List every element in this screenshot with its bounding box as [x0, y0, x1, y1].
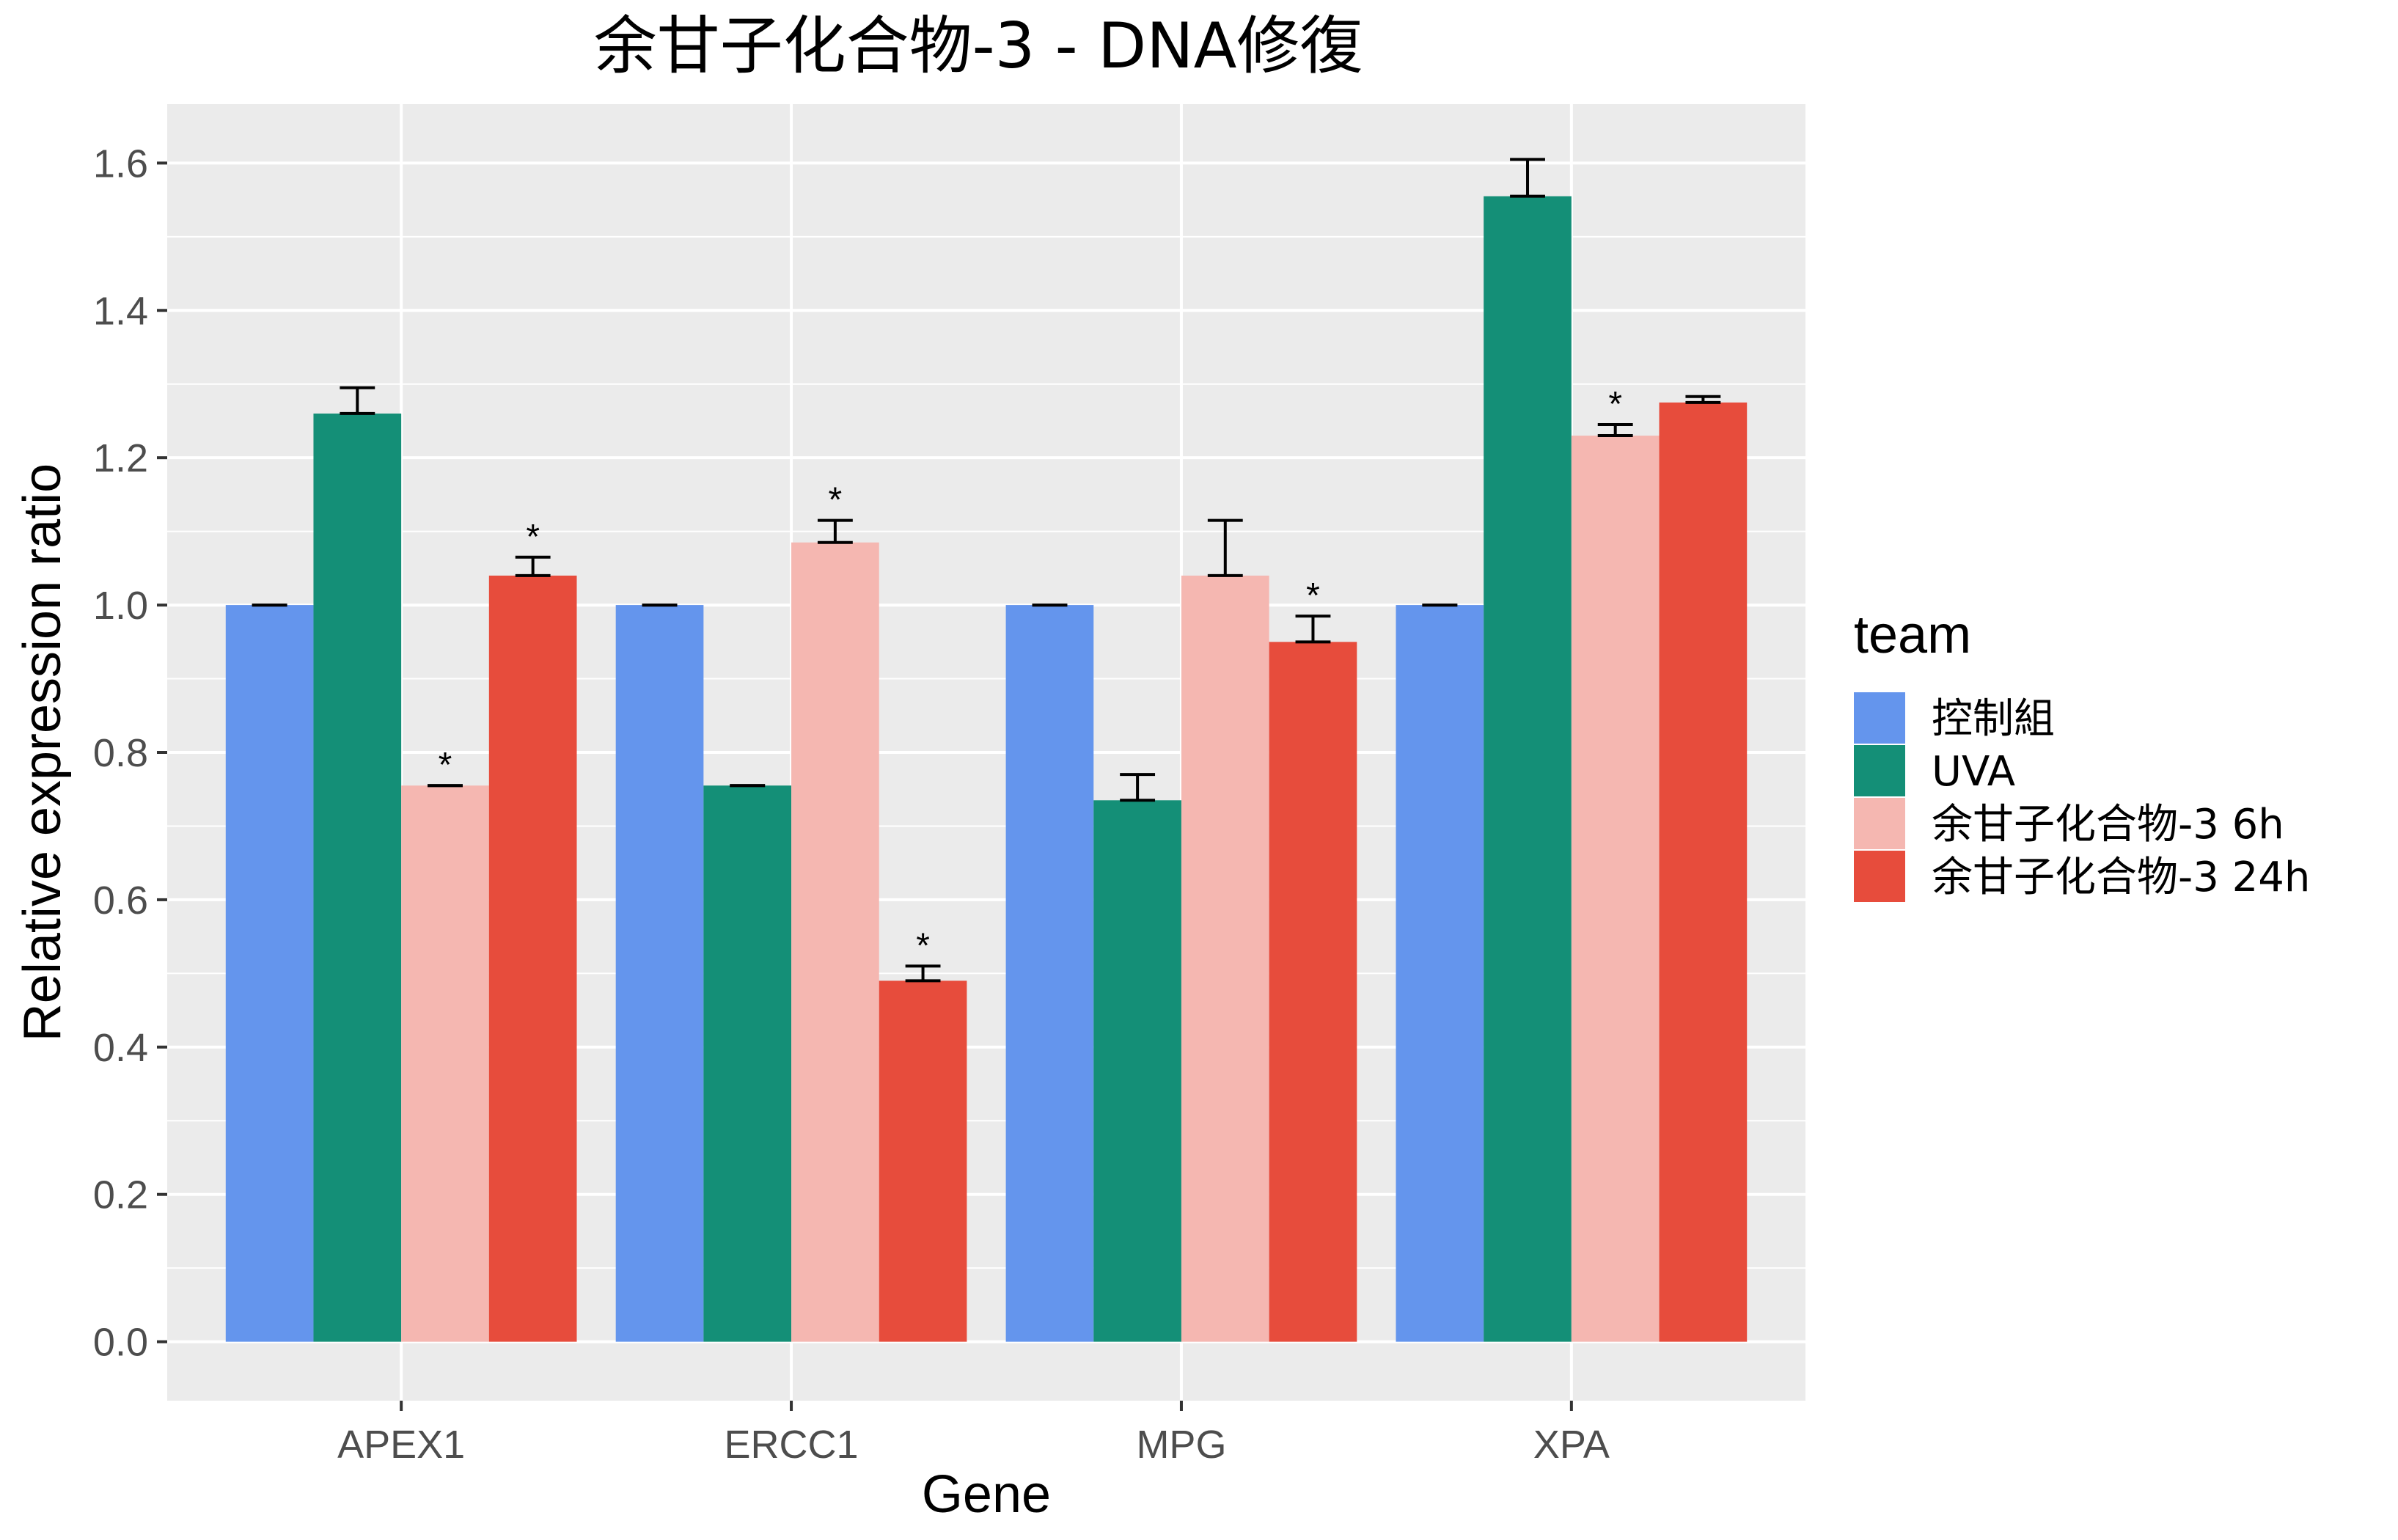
- bar: [615, 605, 704, 1342]
- error-bar: [340, 386, 375, 415]
- legend-item: 控制組: [1854, 692, 2055, 744]
- legend-label: 余甘子化合物-3 24h: [1932, 854, 2310, 901]
- legend-label: 余甘子化合物-3 6h: [1932, 801, 2284, 848]
- error-bar: [515, 555, 551, 577]
- significance-mark: *: [1306, 576, 1320, 615]
- bar: [488, 575, 577, 1342]
- x-tick-label: APEX1: [337, 1423, 465, 1467]
- y-axis: 0.0 0.2 0.4 0.6 0.8 1.0 1.2 1.4 1.6: [93, 142, 167, 1365]
- legend-key: [1854, 745, 1905, 796]
- bar: [1093, 800, 1181, 1342]
- legend-label: UVA: [1932, 748, 2015, 796]
- y-tick-label: 1.0: [93, 584, 148, 628]
- legend-item: 余甘子化合物-3 24h: [1854, 851, 2310, 902]
- bar: [1396, 605, 1484, 1342]
- error-bar: [1120, 773, 1156, 802]
- x-axis: APEX1 ERCC1 MPG XPA: [337, 1401, 1610, 1467]
- bars-layer: [225, 196, 1748, 1342]
- legend-title: team: [1854, 606, 1971, 664]
- error-bar: [1207, 518, 1243, 577]
- bar: [1659, 402, 1748, 1342]
- y-tick-label: 0.6: [93, 879, 148, 923]
- legend-item: UVA: [1854, 745, 2015, 796]
- error-bars-layer: [252, 158, 1721, 983]
- legend-key: [1854, 851, 1905, 902]
- x-axis-title: Gene: [922, 1465, 1051, 1524]
- x-tick-label: XPA: [1533, 1423, 1610, 1467]
- significance-mark: *: [916, 926, 930, 965]
- error-bar: [1295, 615, 1331, 644]
- significance-mark: *: [439, 746, 452, 785]
- bar: [1005, 605, 1094, 1342]
- bar: [1484, 196, 1572, 1342]
- y-tick-label: 0.8: [93, 731, 148, 775]
- significance-mark: *: [526, 518, 540, 557]
- bar: [225, 605, 314, 1342]
- error-bar: [1685, 395, 1721, 404]
- x-tick-label: ERCC1: [725, 1423, 859, 1467]
- bar: [703, 785, 792, 1342]
- bar: [791, 542, 879, 1342]
- bar: [1181, 575, 1269, 1342]
- bar: [313, 413, 402, 1342]
- bar: [879, 980, 967, 1342]
- error-bar: [817, 518, 853, 544]
- x-tick-label: MPG: [1136, 1423, 1226, 1467]
- bar: [401, 785, 489, 1342]
- chart-title: 余甘子化合物-3 - DNA修復: [594, 10, 1363, 83]
- legend-key: [1854, 692, 1905, 744]
- bar: [1269, 642, 1357, 1342]
- y-tick-label: 1.4: [93, 289, 148, 333]
- significance-mark: *: [829, 481, 843, 520]
- legend-key: [1854, 798, 1905, 849]
- y-tick-label: 1.6: [93, 142, 148, 186]
- error-bar: [905, 964, 941, 983]
- y-tick-label: 1.2: [93, 436, 148, 480]
- y-tick-label: 0.4: [93, 1026, 148, 1070]
- legend: team 控制組 UVA 余甘子化合物-3 6h 余甘子化合物-3 24h: [1854, 606, 2310, 902]
- legend-label: 控制組: [1932, 695, 2055, 743]
- legend-item: 余甘子化合物-3 6h: [1854, 798, 2284, 849]
- y-tick-label: 0.0: [93, 1321, 148, 1365]
- error-bar: [1510, 158, 1545, 198]
- bar: [1571, 436, 1660, 1342]
- y-tick-label: 0.2: [93, 1173, 148, 1217]
- y-axis-title: Relative expression ratio: [13, 463, 72, 1041]
- significance-marks-layer: * * * * * *: [439, 385, 1622, 965]
- significance-mark: *: [1608, 385, 1622, 424]
- error-bar: [1597, 422, 1633, 438]
